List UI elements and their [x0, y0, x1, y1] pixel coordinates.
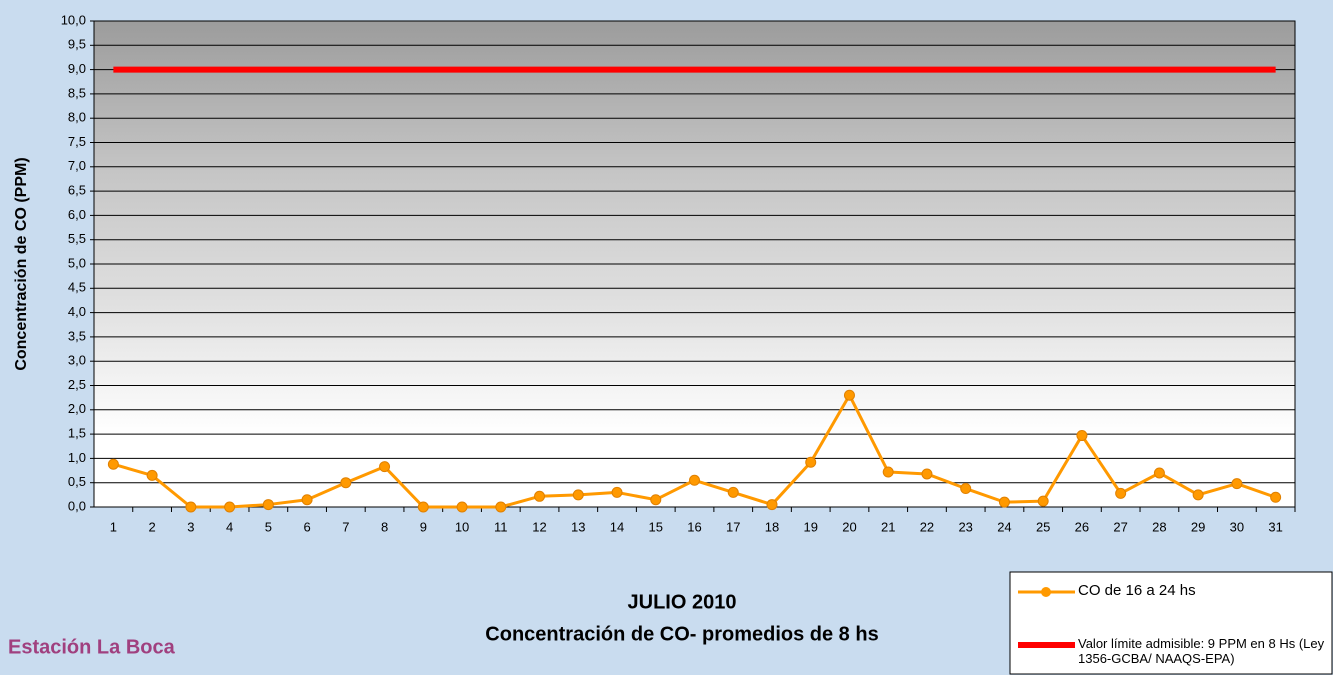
- x-tick-label: 15: [649, 519, 663, 534]
- data-point: [108, 459, 118, 469]
- x-tick-label: 12: [532, 519, 546, 534]
- data-point: [999, 497, 1009, 507]
- x-tick-label: 4: [226, 519, 233, 534]
- data-point: [302, 495, 312, 505]
- data-point: [341, 478, 351, 488]
- y-tick-label: 9,5: [68, 37, 86, 52]
- legend-entry-box: CO de 16 a 24 hs: [1078, 583, 1328, 623]
- data-point: [1038, 496, 1048, 506]
- x-tick-label: 26: [1075, 519, 1089, 534]
- y-tick-label: 4,0: [68, 304, 86, 319]
- x-tick-label: 24: [997, 519, 1011, 534]
- y-axis-label: Concentración de CO (PPM): [13, 157, 30, 370]
- data-point: [1116, 488, 1126, 498]
- data-point: [535, 491, 545, 501]
- y-tick-label: 2,5: [68, 377, 86, 392]
- y-tick-label: 10,0: [61, 12, 86, 27]
- data-point: [883, 467, 893, 477]
- x-tick-label: 6: [303, 519, 310, 534]
- y-tick-label: 8,0: [68, 110, 86, 125]
- data-point: [1271, 492, 1281, 502]
- x-tick-label: 22: [920, 519, 934, 534]
- y-tick-label: 5,0: [68, 255, 86, 270]
- x-tick-label: 29: [1191, 519, 1205, 534]
- data-point: [1154, 468, 1164, 478]
- y-tick-label: 6,5: [68, 183, 86, 198]
- data-point: [1193, 490, 1203, 500]
- chart-title: JULIO 2010: [628, 591, 737, 613]
- legend-entry-box: Valor límite admisible: 9 PPM en 8 Hs (L…: [1078, 636, 1328, 675]
- data-point: [690, 475, 700, 485]
- data-point: [1077, 431, 1087, 441]
- x-tick-label: 13: [571, 519, 585, 534]
- data-point: [651, 495, 661, 505]
- x-tick-label: 5: [265, 519, 272, 534]
- data-point: [844, 390, 854, 400]
- data-point: [418, 502, 428, 512]
- data-point: [380, 462, 390, 472]
- y-tick-label: 2,0: [68, 401, 86, 416]
- y-tick-label: 3,5: [68, 328, 86, 343]
- data-point: [728, 487, 738, 497]
- data-point: [806, 457, 816, 467]
- x-tick-label: 20: [842, 519, 856, 534]
- chart: Concentración de CO (PPM) JULIO 2010 Con…: [0, 0, 1333, 675]
- y-tick-label: 0,0: [68, 498, 86, 513]
- data-point: [457, 502, 467, 512]
- legend-marker: [1041, 587, 1051, 597]
- x-tick-label: 23: [958, 519, 972, 534]
- y-tick-label: 5,5: [68, 231, 86, 246]
- x-tick-label: 2: [148, 519, 155, 534]
- legend-label: CO de 16 a 24 hs: [1078, 583, 1328, 598]
- data-point: [263, 500, 273, 510]
- data-point: [767, 500, 777, 510]
- x-tick-label: 17: [726, 519, 740, 534]
- chart-subtitle: Concentración de CO- promedios de 8 hs: [485, 623, 878, 645]
- data-point: [961, 484, 971, 494]
- x-tick-label: 31: [1268, 519, 1282, 534]
- x-tick-label: 7: [342, 519, 349, 534]
- page: Concentración de CO (PPM) JULIO 2010 Con…: [0, 0, 1333, 675]
- x-tick-label: 14: [610, 519, 624, 534]
- data-point: [573, 490, 583, 500]
- x-tick-label: 19: [803, 519, 817, 534]
- station-label: Estación La Boca: [8, 636, 176, 658]
- x-tick-label: 1: [110, 519, 117, 534]
- y-tick-label: 8,5: [68, 85, 86, 100]
- y-tick-label: 4,5: [68, 280, 86, 295]
- x-tick-label: 27: [1113, 519, 1127, 534]
- data-point: [496, 502, 506, 512]
- x-tick-label: 3: [187, 519, 194, 534]
- x-tick-label: 11: [494, 519, 508, 534]
- x-tick-label: 10: [455, 519, 469, 534]
- x-tick-label: 9: [420, 519, 427, 534]
- y-tick-label: 6,0: [68, 207, 86, 222]
- data-point: [147, 470, 157, 480]
- x-tick-label: 30: [1230, 519, 1244, 534]
- data-point: [612, 487, 622, 497]
- y-tick-label: 1,0: [68, 450, 86, 465]
- data-point: [1232, 479, 1242, 489]
- data-point: [225, 502, 235, 512]
- x-tick-label: 16: [687, 519, 701, 534]
- legend-label: Valor límite admisible: 9 PPM en 8 Hs (L…: [1078, 636, 1328, 666]
- y-tick-label: 3,0: [68, 353, 86, 368]
- y-tick-label: 1,5: [68, 426, 86, 441]
- data-point: [186, 502, 196, 512]
- x-tick-label: 25: [1036, 519, 1050, 534]
- y-tick-label: 9,0: [68, 61, 86, 76]
- data-point: [922, 469, 932, 479]
- x-tick-label: 18: [765, 519, 779, 534]
- y-tick-label: 7,0: [68, 158, 86, 173]
- y-tick-label: 7,5: [68, 134, 86, 149]
- y-tick-label: 0,5: [68, 474, 86, 489]
- x-tick-label: 8: [381, 519, 388, 534]
- x-tick-label: 28: [1152, 519, 1166, 534]
- x-tick-label: 21: [881, 519, 895, 534]
